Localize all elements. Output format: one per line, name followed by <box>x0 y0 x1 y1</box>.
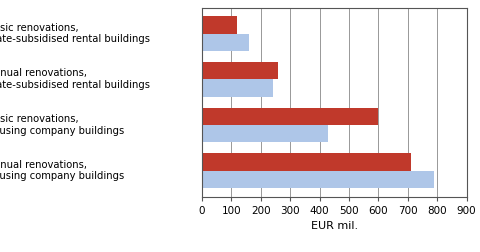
Bar <box>202 153 410 171</box>
Bar <box>202 108 378 125</box>
Bar <box>202 125 328 142</box>
Bar <box>202 171 433 188</box>
Bar <box>202 16 237 34</box>
Bar <box>202 34 249 51</box>
Bar <box>202 79 272 97</box>
Bar <box>202 62 278 79</box>
X-axis label: EUR mil.: EUR mil. <box>310 221 357 231</box>
